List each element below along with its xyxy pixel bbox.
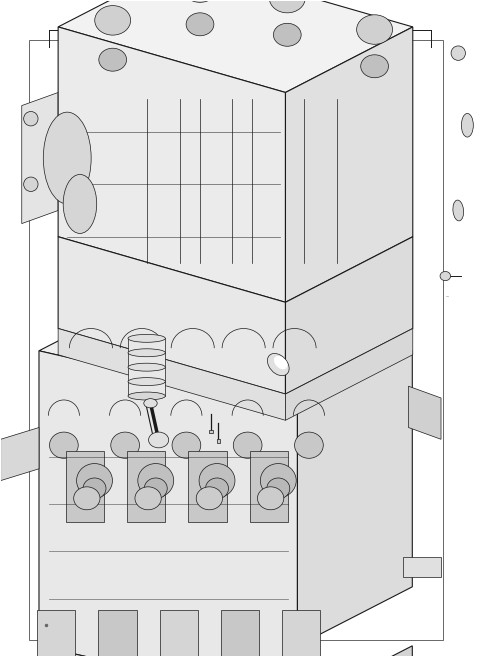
Ellipse shape (186, 13, 214, 35)
Ellipse shape (24, 112, 38, 126)
Polygon shape (66, 451, 104, 522)
Ellipse shape (128, 334, 165, 342)
Ellipse shape (128, 378, 165, 386)
Ellipse shape (24, 177, 38, 191)
Ellipse shape (295, 432, 323, 459)
Polygon shape (0, 428, 39, 481)
Polygon shape (58, 27, 286, 302)
Polygon shape (250, 451, 288, 522)
Bar (128, 338, 165, 353)
Ellipse shape (205, 478, 228, 499)
Ellipse shape (451, 46, 466, 60)
Ellipse shape (267, 353, 289, 376)
Ellipse shape (144, 399, 157, 408)
Ellipse shape (257, 487, 284, 510)
Ellipse shape (128, 349, 165, 357)
Ellipse shape (49, 432, 78, 459)
Ellipse shape (267, 478, 290, 499)
Polygon shape (98, 610, 137, 657)
Polygon shape (58, 237, 286, 394)
Polygon shape (37, 610, 75, 657)
Ellipse shape (199, 464, 235, 497)
Text: 21102: 21102 (222, 15, 258, 28)
Ellipse shape (95, 6, 131, 35)
Bar (209, 430, 213, 434)
Ellipse shape (357, 15, 393, 44)
Polygon shape (408, 386, 441, 440)
Polygon shape (298, 646, 412, 657)
Polygon shape (39, 351, 298, 657)
Polygon shape (188, 451, 227, 522)
Ellipse shape (196, 487, 223, 510)
Ellipse shape (99, 48, 127, 71)
Ellipse shape (440, 271, 451, 281)
Polygon shape (221, 610, 259, 657)
Polygon shape (298, 351, 412, 646)
Ellipse shape (111, 432, 140, 459)
Ellipse shape (233, 432, 262, 459)
Ellipse shape (453, 200, 464, 221)
Polygon shape (58, 328, 286, 420)
Polygon shape (22, 93, 58, 223)
Polygon shape (403, 557, 441, 578)
Bar (128, 382, 165, 396)
Bar (29, 40, 444, 640)
Ellipse shape (83, 478, 106, 499)
Polygon shape (282, 610, 321, 657)
Ellipse shape (172, 432, 201, 459)
Ellipse shape (128, 392, 165, 400)
Ellipse shape (182, 0, 218, 3)
Ellipse shape (138, 464, 174, 497)
Ellipse shape (461, 114, 473, 137)
Ellipse shape (43, 112, 91, 204)
Bar (216, 440, 220, 443)
Bar (128, 367, 165, 382)
Polygon shape (159, 610, 198, 657)
Ellipse shape (260, 464, 296, 497)
Ellipse shape (274, 23, 301, 46)
Ellipse shape (74, 487, 100, 510)
Ellipse shape (149, 432, 168, 448)
Ellipse shape (274, 356, 288, 369)
Polygon shape (39, 292, 412, 410)
Ellipse shape (76, 464, 112, 497)
Bar (128, 353, 165, 367)
Polygon shape (286, 27, 413, 302)
Ellipse shape (135, 487, 161, 510)
Polygon shape (127, 451, 165, 522)
Polygon shape (286, 328, 413, 420)
Ellipse shape (128, 363, 165, 371)
Ellipse shape (269, 0, 305, 13)
Polygon shape (58, 0, 413, 93)
Ellipse shape (63, 174, 96, 233)
Ellipse shape (360, 55, 388, 78)
Polygon shape (286, 237, 413, 394)
Polygon shape (39, 646, 298, 657)
Ellipse shape (144, 478, 167, 499)
